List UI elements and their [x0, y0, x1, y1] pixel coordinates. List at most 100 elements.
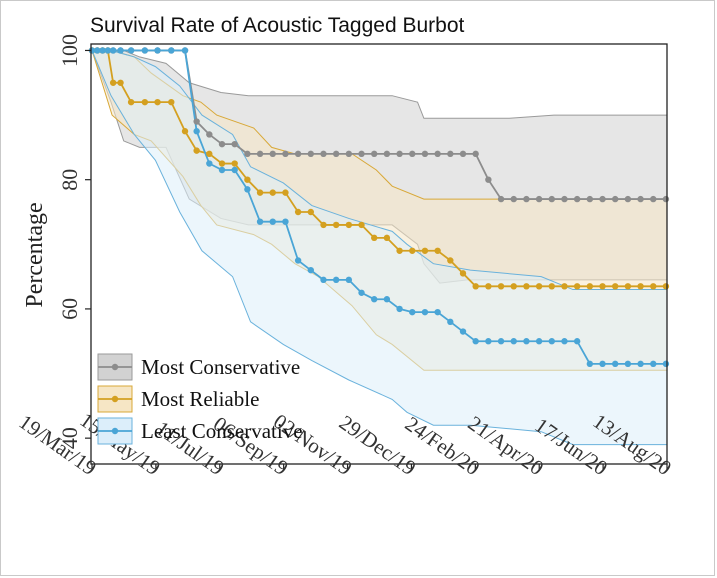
point-2-14: [231, 166, 238, 174]
point-0-30: [434, 150, 441, 158]
point-1-14: [231, 160, 238, 167]
point-1-43: [599, 283, 606, 290]
legend-label-2: Least Conservative: [141, 419, 303, 443]
point-1-20: [307, 208, 314, 216]
point-1-17: [269, 189, 276, 196]
point-1-6: [127, 98, 135, 106]
point-2-44: [612, 360, 619, 368]
point-0-17: [269, 150, 276, 158]
point-0-32: [459, 150, 467, 158]
point-1-18: [282, 189, 289, 196]
point-2-25: [371, 296, 378, 303]
point-0-25: [371, 150, 378, 158]
point-2-11: [193, 128, 200, 135]
point-2-45: [624, 360, 632, 368]
point-0-39: [548, 195, 555, 203]
point-1-11: [193, 147, 200, 154]
point-1-16: [256, 189, 264, 196]
point-1-30: [434, 247, 441, 254]
point-2-2: [99, 47, 106, 54]
point-1-47: [650, 283, 657, 290]
point-0-43: [599, 195, 606, 203]
point-2-41: [573, 338, 581, 345]
point-0-44: [612, 195, 619, 203]
point-2-28: [409, 308, 416, 316]
point-1-21: [320, 221, 327, 229]
point-1-39: [548, 283, 555, 290]
point-2-20: [307, 266, 314, 274]
point-2-37: [523, 338, 530, 345]
legend-marker-0: [111, 363, 119, 371]
point-2-30: [434, 308, 441, 316]
point-0-23: [345, 150, 353, 158]
point-2-4: [109, 47, 117, 54]
point-2-1: [94, 47, 101, 54]
point-1-15: [244, 176, 251, 183]
point-0-19: [294, 150, 302, 158]
point-1-37: [523, 283, 530, 290]
point-1-35: [497, 283, 505, 290]
point-0-45: [624, 195, 632, 203]
point-2-19: [294, 257, 302, 264]
point-0-33: [472, 150, 479, 158]
point-0-29: [421, 150, 429, 158]
point-2-43: [599, 360, 606, 368]
point-0-40: [561, 195, 568, 203]
point-1-28: [409, 247, 416, 254]
point-2-3: [104, 47, 112, 54]
point-0-22: [332, 150, 340, 158]
point-0-41: [573, 195, 581, 203]
point-1-44: [612, 283, 619, 290]
point-0-48: [662, 195, 670, 203]
point-0-20: [307, 150, 314, 158]
point-2-33: [472, 338, 479, 345]
point-2-23: [345, 276, 353, 284]
point-1-7: [141, 98, 149, 106]
point-0-24: [358, 150, 365, 158]
point-1-40: [561, 283, 568, 290]
point-0-14: [231, 140, 238, 148]
band-upper-2: [92, 49, 667, 291]
point-2-34: [485, 338, 492, 345]
point-1-34: [485, 283, 492, 290]
y-tick-label: 100: [57, 34, 82, 67]
y-axis-label: Percentage: [22, 202, 48, 307]
legend: Most Conservative Most Reliable Least Cons…: [97, 353, 303, 445]
y-tick-label: 60: [57, 298, 82, 320]
y-tick-label: 80: [57, 169, 82, 191]
point-2-10: [181, 47, 189, 54]
point-1-38: [535, 283, 543, 290]
point-1-9: [168, 98, 175, 106]
point-2-31: [447, 318, 454, 326]
band-fill-2: [92, 50, 667, 445]
point-0-18: [282, 150, 289, 158]
point-0-38: [535, 195, 543, 203]
chart-title: Survival Rate of Acoustic Tagged Burbot: [90, 14, 465, 37]
point-2-24: [358, 289, 365, 296]
point-0-27: [396, 150, 403, 158]
point-2-22: [332, 276, 340, 284]
confidence-bands: [91, 49, 667, 446]
point-0-46: [637, 195, 644, 203]
point-2-38: [535, 338, 543, 345]
point-1-48: [662, 283, 670, 290]
point-0-26: [383, 150, 391, 158]
point-2-36: [510, 338, 517, 345]
point-1-42: [586, 283, 594, 290]
point-2-46: [637, 360, 644, 368]
point-0-42: [586, 195, 594, 203]
point-1-31: [447, 257, 454, 264]
point-2-32: [459, 328, 467, 335]
point-0-21: [320, 150, 327, 158]
point-0-31: [447, 150, 454, 158]
point-0-13: [218, 140, 226, 148]
point-1-23: [345, 221, 353, 229]
point-0-35: [497, 195, 505, 203]
point-0-12: [206, 131, 213, 138]
point-1-5: [117, 79, 124, 86]
point-2-12: [206, 160, 213, 167]
plot-border: [90, 43, 668, 465]
point-1-12: [206, 150, 213, 158]
legend-label-1: Most Reliable: [141, 387, 259, 411]
